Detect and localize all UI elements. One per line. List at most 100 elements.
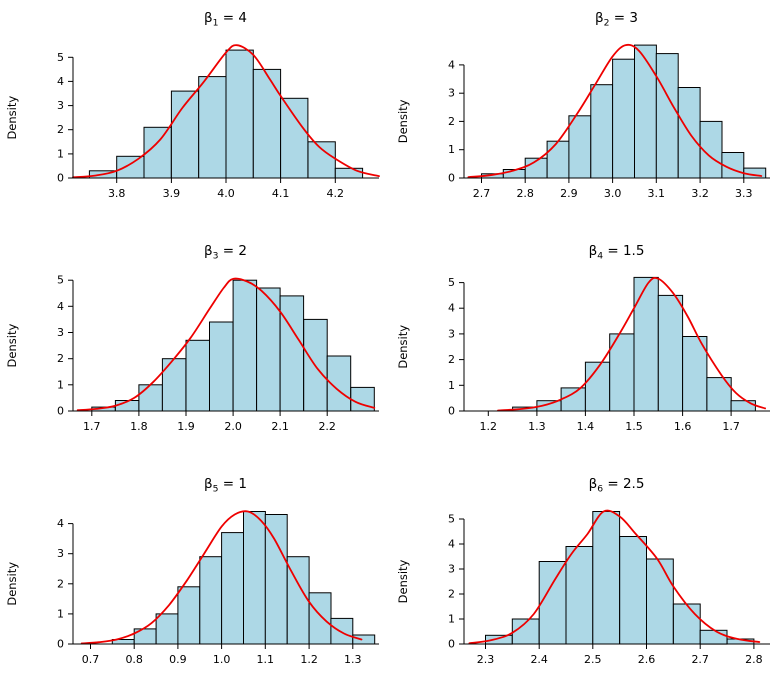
svg-text:2.6: 2.6 [637,653,655,666]
svg-text:2: 2 [448,588,455,601]
svg-text:1.3: 1.3 [344,653,362,666]
svg-text:4.2: 4.2 [326,187,344,200]
beta-value: = 2 [218,243,247,259]
svg-text:0: 0 [448,405,455,418]
panel-title-beta2: β2 = 3 [392,8,783,29]
svg-text:0.9: 0.9 [169,653,187,666]
svg-text:1.4: 1.4 [576,420,594,433]
svg-text:1.1: 1.1 [256,653,274,666]
y-axis-title: Density [5,96,19,140]
beta-subscript: 1 [212,17,219,29]
histogram-bars [484,511,754,645]
svg-text:2.4: 2.4 [530,653,548,666]
svg-text:2: 2 [57,352,64,365]
x-axis-labels: 1.7 1.8 1.9 2.0 2.1 2.2 [83,420,336,433]
svg-text:3.8: 3.8 [107,187,125,200]
y-axis-title: Density [396,99,410,143]
svg-text:0: 0 [57,638,64,651]
svg-text:2.9: 2.9 [560,187,578,200]
beta-symbol: β [204,476,213,492]
svg-text:3: 3 [448,87,455,100]
svg-text:2: 2 [57,577,64,590]
histogram-bars [511,276,756,412]
svg-text:5: 5 [448,513,455,526]
histogram-panel-beta3: β3 = 2 1.7 1.8 1.9 2.0 2.1 2.2 0 1 2 3 4 5 Density [1,233,392,466]
svg-text:1.2: 1.2 [300,653,318,666]
svg-text:2.5: 2.5 [584,653,602,666]
x-axis-labels: 3.8 3.9 4.0 4.1 4.2 [107,187,343,200]
svg-text:1.0: 1.0 [212,653,230,666]
svg-text:2.8: 2.8 [516,187,534,200]
x-axis [463,410,770,416]
histogram-bars [88,49,363,179]
svg-text:2.2: 2.2 [318,420,336,433]
density-curve [467,43,762,179]
beta-symbol: β [595,10,604,26]
svg-text:1.5: 1.5 [625,420,643,433]
svg-text:1: 1 [448,143,455,156]
histogram-panel-beta1: β1 = 4 3.8 3.9 4.0 4.1 4.2 0 1 2 3 4 5 Density [1,0,392,233]
svg-text:1: 1 [57,378,64,391]
beta-value: = 1.5 [603,243,645,259]
y-axis-title: Density [396,325,410,369]
svg-text:4: 4 [448,538,455,551]
svg-text:1.6: 1.6 [673,420,691,433]
histogram-plot-beta6: 2.3 2.4 2.5 2.6 2.7 2.8 0 1 2 3 4 5 Density [396,509,770,666]
svg-text:4: 4 [448,302,455,315]
y-axis [67,56,73,179]
y-axis-labels: 0 1 2 3 4 5 [57,51,64,185]
x-axis-labels: 2.3 2.4 2.5 2.6 2.7 2.8 [476,653,762,666]
beta-subscript: 5 [212,483,219,495]
svg-text:0.8: 0.8 [125,653,143,666]
x-axis-labels: 1.2 1.3 1.4 1.5 1.6 1.7 [479,420,739,433]
panel-title-beta6: β6 = 2.5 [392,474,783,495]
panel-title-beta5: β5 = 1 [1,474,392,495]
svg-text:4: 4 [57,517,64,530]
beta-symbol: β [588,243,598,259]
svg-text:1.7: 1.7 [722,420,740,433]
y-axis-title: Density [5,562,19,606]
x-axis [72,643,379,649]
y-axis [458,282,464,412]
density-curve [80,510,362,645]
svg-text:1: 1 [57,147,64,160]
beta-value: = 4 [218,10,247,26]
svg-text:4: 4 [57,300,64,313]
svg-text:1: 1 [448,379,455,392]
y-axis-labels: 0 1 2 3 4 5 [57,274,64,418]
svg-text:2.0: 2.0 [224,420,242,433]
svg-text:3: 3 [57,547,64,560]
histogram-panel-beta2: β2 = 3 2.7 2.8 2.9 3.0 3.1 3.2 3.3 0 1 2 3 4 Density [392,0,783,233]
svg-text:1.8: 1.8 [130,420,148,433]
svg-text:1: 1 [448,613,455,626]
beta-subscript: 4 [597,250,604,262]
svg-text:2: 2 [448,115,455,128]
svg-text:5: 5 [448,276,455,289]
svg-text:3.0: 3.0 [603,187,621,200]
svg-text:2: 2 [448,353,455,366]
y-axis-labels: 0 1 2 3 4 [448,58,455,184]
svg-text:1.2: 1.2 [479,420,497,433]
beta-value: = 2.5 [603,476,645,492]
svg-text:5: 5 [57,51,64,64]
beta-value: = 3 [609,10,638,26]
svg-text:1.3: 1.3 [528,420,546,433]
y-axis [458,64,464,179]
svg-text:4: 4 [448,58,455,71]
histogram-bars [480,44,766,179]
density-curve [468,509,760,645]
svg-text:4.1: 4.1 [271,187,289,200]
histogram-panel-beta5: β5 = 1 0.7 0.8 0.9 1.0 1.1 1.2 1.3 0 1 2 3 4 Density [1,466,392,699]
histogram-plot-beta1: 3.8 3.9 4.0 4.1 4.2 0 1 2 3 4 5 Density [5,44,380,200]
density-curve [71,44,380,179]
svg-text:3.3: 3.3 [735,187,753,200]
density-curve [496,276,766,412]
svg-text:0: 0 [57,172,64,185]
histogram-panel-beta6: β6 = 2.5 2.3 2.4 2.5 2.6 2.7 2.8 0 1 2 3 4 5 Density [392,466,783,699]
svg-text:4.0: 4.0 [217,187,235,200]
histogram-plot-beta5: 0.7 0.8 0.9 1.0 1.1 1.2 1.3 0 1 2 3 4 Density [5,510,379,666]
x-axis [463,643,770,649]
y-axis-title: Density [396,559,410,603]
histogram-panel-beta4: β4 = 1.5 1.2 1.3 1.4 1.5 1.6 1.7 0 1 2 3 4 5 Density [392,233,783,466]
